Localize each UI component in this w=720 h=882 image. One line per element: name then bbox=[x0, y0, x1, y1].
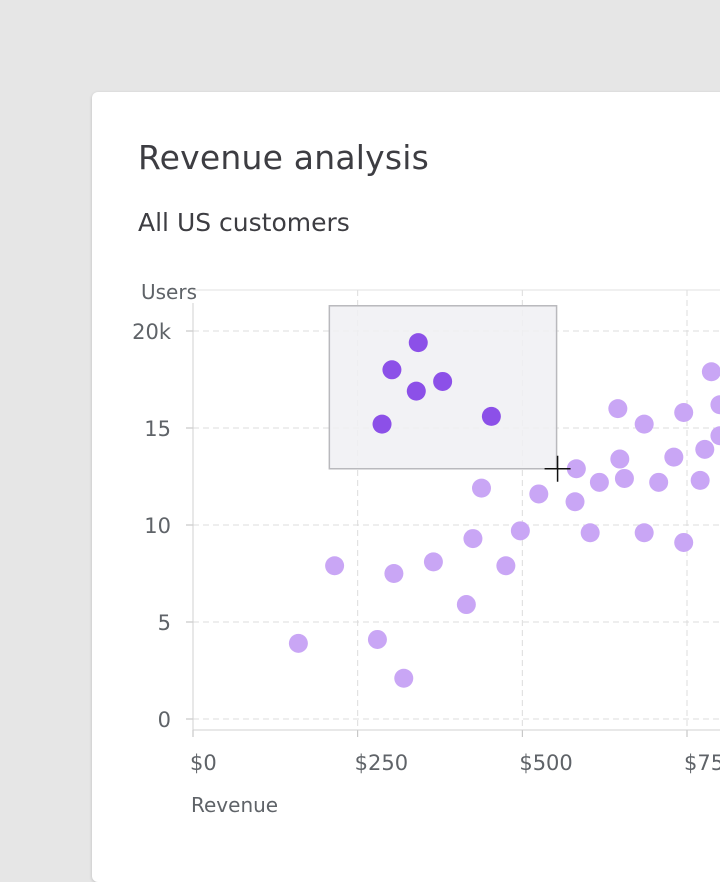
selected-data-point bbox=[382, 360, 402, 380]
y-axis-title: Users bbox=[141, 280, 197, 304]
data-point bbox=[565, 492, 585, 512]
data-point bbox=[367, 629, 387, 649]
data-point bbox=[423, 552, 443, 572]
data-point bbox=[634, 414, 654, 434]
data-point bbox=[510, 521, 530, 541]
data-points bbox=[288, 333, 720, 688]
y-tick-label: 0 bbox=[158, 708, 171, 732]
data-point bbox=[674, 402, 694, 422]
data-point bbox=[710, 426, 720, 446]
selected-data-point bbox=[408, 333, 428, 353]
y-tick-label: 10 bbox=[144, 514, 171, 538]
data-point bbox=[695, 439, 715, 459]
data-point bbox=[394, 668, 414, 688]
x-tick-label: $250 bbox=[355, 751, 408, 775]
data-point bbox=[580, 523, 600, 543]
axis-ticks: 0 5 10 15 20k $0 $250 $500 $750 bbox=[132, 320, 720, 775]
chart-card: Revenue analysis All US customers bbox=[92, 92, 720, 882]
y-tick-label: 5 bbox=[158, 611, 171, 635]
data-point bbox=[614, 468, 634, 488]
gridlines bbox=[186, 289, 720, 737]
data-point bbox=[701, 362, 720, 382]
chart-title: Revenue analysis bbox=[138, 138, 430, 177]
x-tick-label: $750 bbox=[684, 751, 720, 775]
data-point bbox=[610, 449, 630, 469]
selected-data-point bbox=[372, 414, 392, 434]
data-point bbox=[456, 595, 476, 615]
data-point bbox=[496, 556, 516, 576]
x-axis-title: Revenue bbox=[191, 793, 278, 817]
scatter-plot[interactable]: Users Revenue 0 5 10 15 20k $0 $250 $500 $750 bbox=[0, 0, 720, 860]
data-point bbox=[471, 478, 491, 498]
selected-data-point bbox=[481, 406, 501, 426]
data-point bbox=[634, 523, 654, 543]
data-point bbox=[288, 633, 308, 653]
data-point bbox=[649, 472, 669, 492]
data-point bbox=[529, 484, 549, 504]
data-point bbox=[463, 529, 483, 549]
data-point bbox=[608, 399, 628, 419]
data-point bbox=[664, 447, 684, 467]
crosshair-cursor-icon bbox=[544, 455, 571, 482]
x-tick-label: $0 bbox=[190, 751, 217, 775]
chart-subtitle: All US customers bbox=[138, 208, 350, 237]
data-point bbox=[325, 556, 345, 576]
y-tick-label: 15 bbox=[144, 417, 171, 441]
selected-data-point bbox=[433, 371, 453, 391]
data-point bbox=[384, 564, 404, 583]
data-point bbox=[674, 532, 694, 552]
data-point bbox=[690, 470, 710, 490]
selected-data-point bbox=[406, 381, 426, 401]
data-point bbox=[710, 395, 720, 415]
x-tick-label: $500 bbox=[519, 751, 572, 775]
data-point bbox=[566, 459, 586, 479]
data-point bbox=[589, 472, 609, 492]
y-tick-label: 20k bbox=[132, 320, 172, 344]
